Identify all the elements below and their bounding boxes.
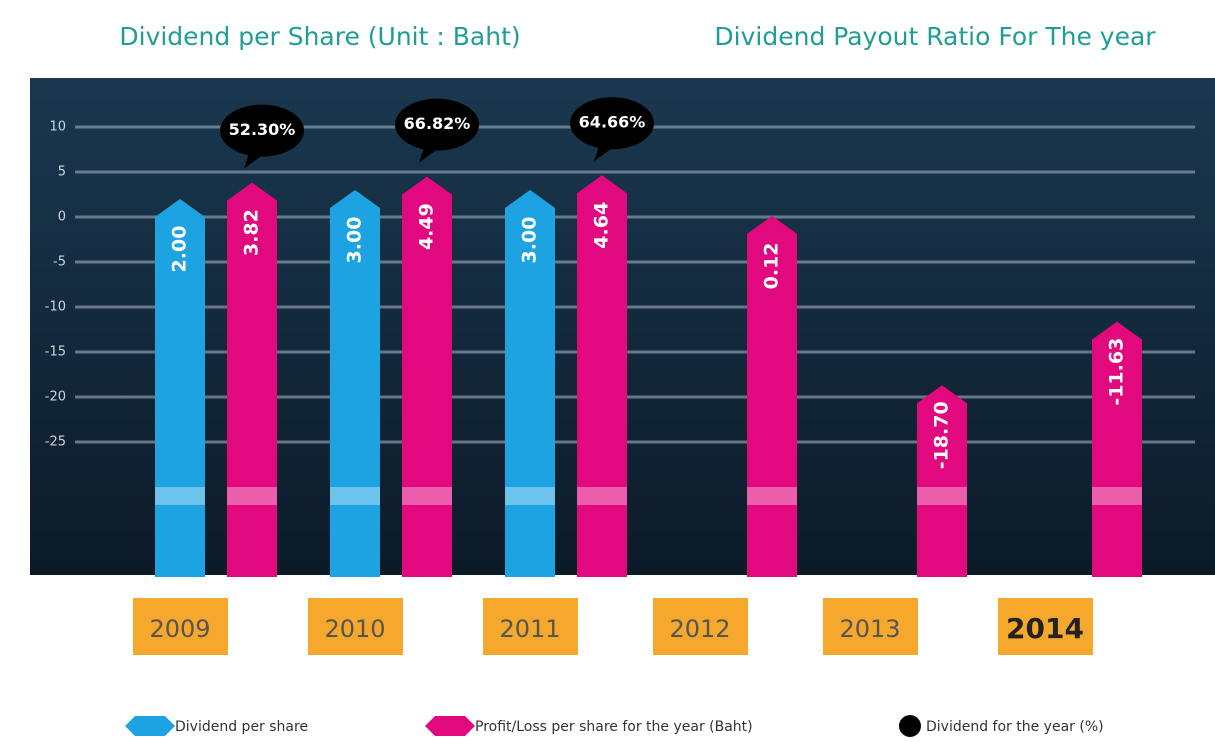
legend-swatch bbox=[425, 716, 475, 736]
x-tick-label: 2012 bbox=[669, 615, 730, 643]
x-tick-label: 2009 bbox=[149, 615, 210, 643]
data-label: 3.82 bbox=[241, 209, 263, 256]
legend-label: Dividend per share bbox=[175, 719, 308, 735]
legend-label: Dividend for the year (%) bbox=[926, 719, 1104, 735]
y-tick-label: 10 bbox=[49, 120, 66, 135]
x-tick-label: 2014 bbox=[1006, 612, 1084, 645]
data-label: 3.00 bbox=[344, 217, 366, 264]
year-box bbox=[998, 598, 1093, 655]
bar bbox=[227, 182, 277, 577]
data-label: 3.00 bbox=[519, 217, 541, 264]
bar bbox=[505, 190, 555, 577]
year-strip bbox=[130, 598, 1090, 655]
data-label: 2.00 bbox=[169, 226, 191, 273]
year-box bbox=[133, 598, 228, 655]
data-label: 0.12 bbox=[761, 242, 783, 289]
bar bbox=[577, 175, 627, 578]
y-tick-label: -25 bbox=[45, 435, 66, 450]
y-tick-label: -15 bbox=[45, 345, 66, 360]
data-label: -18.70 bbox=[931, 401, 953, 469]
bar-shine bbox=[577, 487, 627, 505]
bubble-label: 52.30% bbox=[229, 120, 296, 139]
x-tick-label: 2010 bbox=[324, 615, 385, 643]
bar bbox=[747, 215, 797, 578]
y-tick-label: -20 bbox=[45, 390, 66, 405]
year-box bbox=[308, 598, 403, 655]
chart-subtitle: Dividend Payout Ratio For The year bbox=[714, 22, 1156, 51]
year-box bbox=[823, 598, 918, 655]
bar bbox=[917, 385, 967, 577]
bubble-label: 64.66% bbox=[579, 113, 646, 132]
bar bbox=[155, 199, 205, 577]
y-tick-label: 5 bbox=[58, 165, 66, 180]
bar-shine bbox=[402, 487, 452, 505]
legend-swatch bbox=[125, 716, 175, 736]
y-tick-label: -5 bbox=[53, 255, 66, 270]
data-label: 4.64 bbox=[591, 202, 613, 249]
x-tick-label: 2013 bbox=[839, 615, 900, 643]
y-tick-label: -10 bbox=[45, 300, 66, 315]
legend-label: Profit/Loss per share for the year (Baht… bbox=[475, 719, 753, 735]
legend-swatch bbox=[899, 715, 921, 737]
bar-shine bbox=[155, 487, 205, 505]
bar-shine bbox=[747, 487, 797, 505]
bar-shine bbox=[227, 487, 277, 505]
bar-shine bbox=[330, 487, 380, 505]
data-label: 4.49 bbox=[416, 203, 438, 250]
bar-shine bbox=[917, 487, 967, 505]
bubble bbox=[395, 98, 479, 151]
x-tick-label: 2011 bbox=[499, 615, 560, 643]
bubble-label: 66.82% bbox=[404, 114, 471, 133]
bubble bbox=[570, 97, 654, 150]
y-tick-label: 0 bbox=[58, 210, 66, 225]
bubble bbox=[220, 104, 304, 157]
bar bbox=[402, 176, 452, 577]
year-box bbox=[483, 598, 578, 655]
data-label: -11.63 bbox=[1106, 338, 1128, 406]
chart-title: Dividend per Share (Unit : Baht) bbox=[119, 22, 520, 51]
year-box bbox=[653, 598, 748, 655]
bar bbox=[330, 190, 380, 577]
bar-shine bbox=[1092, 487, 1142, 505]
bar-shine bbox=[505, 487, 555, 505]
bar bbox=[1092, 321, 1142, 577]
